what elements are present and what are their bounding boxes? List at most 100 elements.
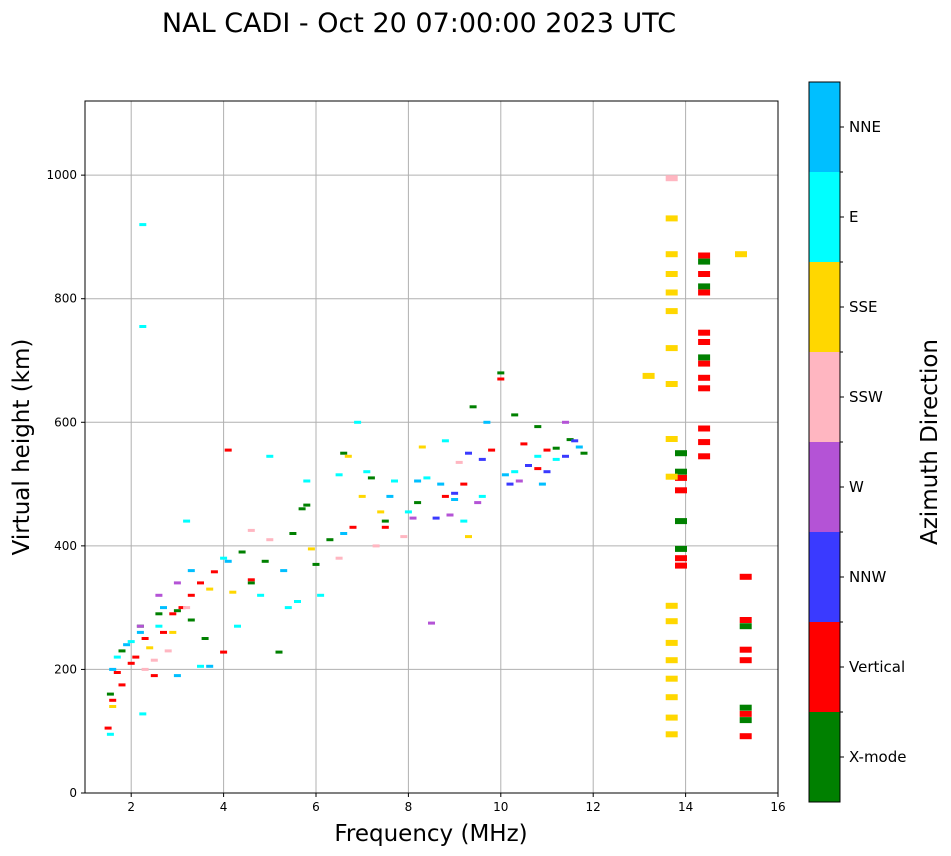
data-point — [739, 704, 752, 711]
data-point — [326, 538, 334, 542]
data-point — [381, 525, 389, 529]
data-point — [525, 464, 532, 467]
x-tick-label: 6 — [312, 800, 320, 814]
data-point — [298, 507, 306, 511]
data-point — [698, 453, 711, 460]
data-point — [538, 482, 546, 486]
data-point — [675, 474, 687, 481]
data-point — [515, 479, 523, 483]
data-point — [173, 581, 181, 585]
data-point — [377, 510, 385, 514]
data-point — [698, 439, 711, 446]
data-point — [160, 606, 167, 610]
data-point — [698, 252, 711, 259]
data-point — [665, 602, 678, 609]
colorbar-segment — [809, 82, 840, 172]
data-point — [187, 569, 195, 573]
data-point — [698, 385, 711, 392]
data-point — [229, 590, 237, 594]
data-point — [698, 374, 711, 381]
data-point — [739, 573, 752, 580]
y-tick-label: 800 — [54, 292, 77, 306]
data-point — [164, 649, 172, 653]
data-point — [575, 445, 583, 449]
data-point — [139, 712, 147, 716]
data-point — [571, 439, 579, 443]
data-point — [381, 519, 389, 523]
data-point — [465, 451, 472, 455]
data-point — [146, 646, 154, 650]
data-point — [132, 655, 140, 659]
data-point — [367, 476, 375, 480]
data-point — [534, 467, 542, 471]
x-tick-label: 10 — [493, 800, 508, 814]
data-point — [675, 545, 687, 552]
data-point — [303, 479, 311, 483]
data-point — [391, 479, 398, 483]
data-point — [141, 667, 149, 671]
data-point — [698, 271, 711, 277]
colorbar-label: Azimuth Direction — [917, 339, 943, 545]
data-point — [497, 377, 505, 381]
data-point — [665, 473, 678, 480]
data-point — [113, 671, 121, 674]
data-point — [206, 664, 214, 668]
colorbar-tick-label: W — [849, 478, 864, 496]
y-axis-label: Virtual height (km) — [9, 339, 35, 556]
data-point — [109, 667, 117, 671]
data-point — [106, 732, 114, 736]
data-point — [423, 476, 431, 480]
data-point — [372, 544, 380, 548]
data-point — [303, 503, 311, 507]
data-point — [534, 425, 542, 429]
data-point — [552, 457, 560, 461]
data-point — [455, 460, 463, 464]
data-point — [739, 646, 752, 653]
data-point — [349, 525, 357, 529]
data-point — [739, 733, 752, 740]
y-tick-label: 600 — [54, 415, 77, 429]
data-point — [562, 454, 569, 458]
data-point — [665, 308, 678, 315]
data-point — [118, 649, 126, 653]
y-tick-label: 0 — [69, 786, 77, 800]
data-point — [136, 624, 144, 628]
data-point — [294, 600, 301, 603]
data-point — [109, 698, 117, 702]
data-point — [428, 621, 435, 625]
data-point — [675, 450, 687, 457]
data-point — [386, 494, 394, 498]
data-point — [169, 630, 177, 634]
colorbar-tick-label: SSE — [849, 298, 878, 316]
colorbar-segment — [809, 532, 840, 622]
data-point — [665, 714, 678, 721]
grid-lines — [85, 101, 779, 794]
data-point — [187, 618, 195, 622]
data-point — [400, 535, 408, 539]
data-point — [460, 519, 468, 523]
colorbar: X-mode Vertical NNW W SSW SSE E NNE — [808, 81, 906, 803]
data-point — [675, 468, 687, 475]
data-point — [335, 473, 343, 477]
x-axis-label: Frequency (MHz) — [334, 821, 527, 847]
y-axis-ticks: 0 200 400 600 800 1000 — [46, 168, 85, 800]
data-point — [497, 371, 505, 375]
data-point — [307, 547, 315, 551]
data-point — [698, 339, 711, 345]
data-point — [104, 726, 112, 730]
data-point — [465, 535, 472, 539]
colorbar-frame — [808, 81, 841, 803]
data-point — [404, 510, 412, 514]
data-point — [446, 513, 454, 517]
data-point — [698, 360, 711, 367]
data-point — [123, 643, 131, 647]
data-point — [247, 581, 255, 585]
data-point — [739, 617, 752, 623]
x-tick-label: 16 — [770, 800, 785, 814]
data-point — [284, 606, 292, 610]
data-point — [735, 251, 747, 258]
data-point — [414, 479, 422, 483]
data-point — [178, 606, 186, 610]
data-point — [220, 556, 228, 560]
